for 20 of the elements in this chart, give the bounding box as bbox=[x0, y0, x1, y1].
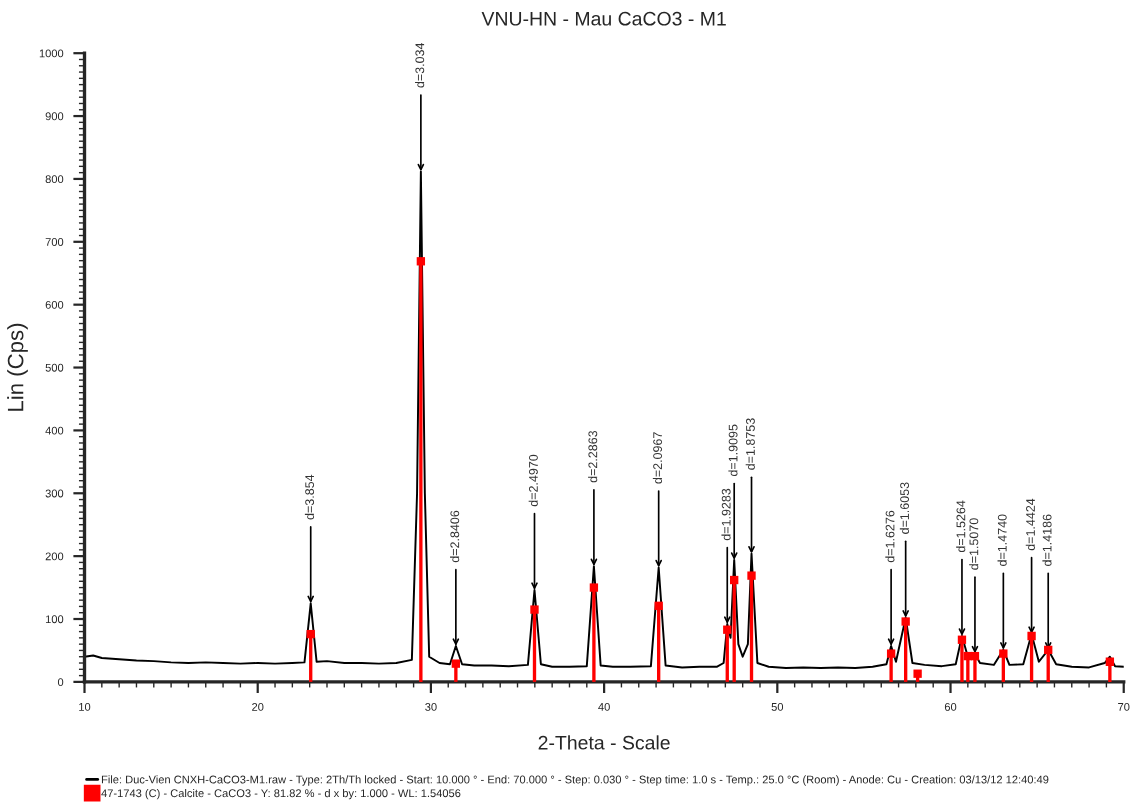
point bbox=[1105, 657, 1115, 666]
point bbox=[530, 605, 539, 614]
point bbox=[999, 649, 1008, 658]
line-series bbox=[84, 170, 1124, 670]
x-axis-title: 2-Theta - Scale bbox=[538, 735, 670, 750]
y-axis-title: Lin (Cps) bbox=[7, 323, 28, 411]
point bbox=[589, 583, 599, 592]
point bbox=[306, 629, 315, 639]
point bbox=[886, 649, 896, 658]
point bbox=[901, 617, 910, 626]
point bbox=[451, 659, 461, 668]
point bbox=[723, 625, 732, 634]
point bbox=[654, 601, 663, 610]
point bbox=[730, 575, 739, 585]
chart-title: VNU-HN - Mau CaCO3 - M1 bbox=[481, 11, 726, 26]
point bbox=[957, 635, 967, 644]
point bbox=[747, 571, 756, 580]
point bbox=[970, 651, 980, 661]
point bbox=[1027, 631, 1036, 641]
point bbox=[416, 257, 426, 266]
